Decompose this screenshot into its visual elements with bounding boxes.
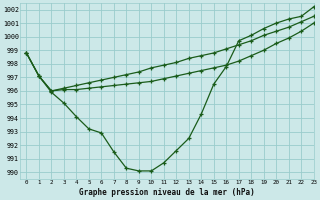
X-axis label: Graphe pression niveau de la mer (hPa): Graphe pression niveau de la mer (hPa)	[79, 188, 255, 197]
